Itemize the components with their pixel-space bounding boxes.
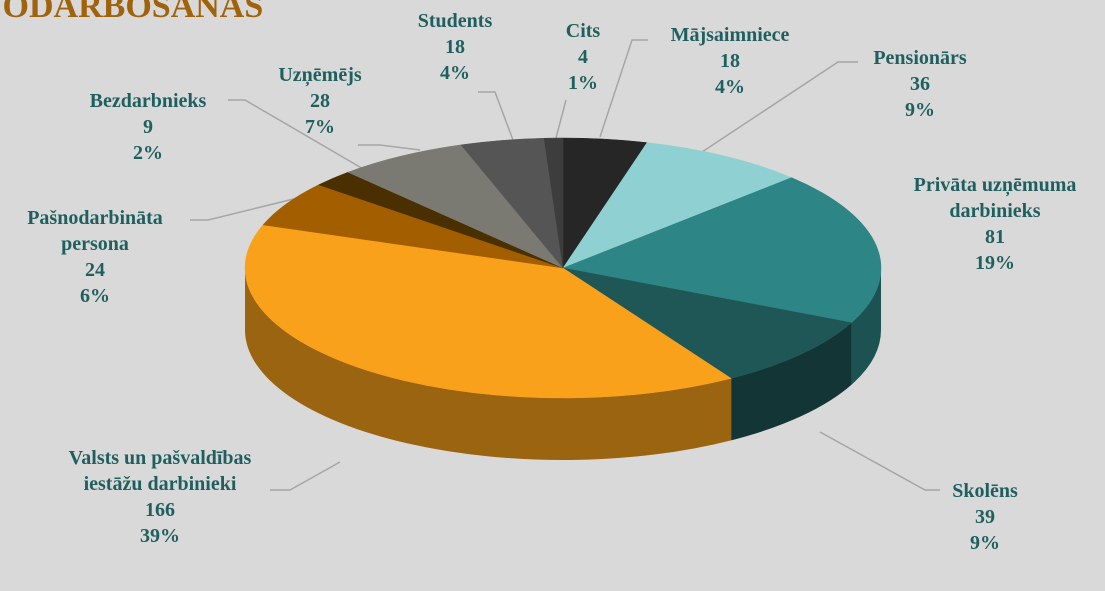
leader-line bbox=[819, 431, 940, 491]
label-category: Valsts un pašvaldības iestāžu darbinieki bbox=[68, 447, 252, 495]
label-category: Bezdarbnieks bbox=[89, 90, 207, 112]
label-value: 81 bbox=[985, 226, 1005, 248]
leader-line bbox=[701, 61, 858, 153]
data-label: Students 18 4% bbox=[418, 8, 492, 86]
data-label: Privāta uzņēmuma darbinieks 81 19% bbox=[890, 172, 1100, 276]
data-label: Bezdarbnieks 9 2% bbox=[90, 88, 207, 166]
slice bbox=[543, 137, 564, 269]
leader-line bbox=[270, 461, 341, 491]
label-percent: 39% bbox=[140, 525, 180, 547]
label-value: 28 bbox=[310, 90, 330, 112]
label-value: 36 bbox=[910, 73, 930, 95]
label-category: Privāta uzņēmuma darbinieks bbox=[913, 174, 1077, 222]
label-category: Uzņēmējs bbox=[278, 64, 362, 86]
label-percent: 7% bbox=[305, 116, 335, 138]
data-label: Uzņēmējs 28 7% bbox=[278, 62, 361, 140]
label-category: Cits bbox=[565, 20, 601, 42]
slice bbox=[562, 177, 882, 323]
slice bbox=[562, 142, 793, 269]
label-category: Students bbox=[417, 10, 493, 32]
label-value: 39 bbox=[975, 506, 995, 528]
label-percent: 2% bbox=[133, 142, 163, 164]
label-percent: 9% bbox=[970, 532, 1000, 554]
label-percent: 6% bbox=[80, 285, 110, 307]
data-label: Valsts un pašvaldības iestāžu darbinieki… bbox=[62, 445, 258, 549]
label-value: 24 bbox=[85, 259, 105, 281]
chart-title: NODARBOŠANĀS bbox=[0, 0, 264, 25]
label-category: Mājsaimniece bbox=[670, 24, 790, 46]
leader-line bbox=[190, 192, 319, 221]
leader-line bbox=[478, 91, 514, 141]
leader-lines bbox=[190, 39, 940, 491]
leader-line bbox=[358, 144, 421, 151]
leader-line bbox=[228, 99, 366, 171]
label-value: 18 bbox=[444, 36, 465, 58]
label-value: 18 bbox=[719, 50, 740, 72]
slice-side bbox=[851, 268, 881, 385]
pie bbox=[244, 137, 882, 460]
data-label: Cits 4 1% bbox=[566, 18, 600, 96]
data-label: Skolēns 39 9% bbox=[952, 478, 1018, 556]
label-value: 9 bbox=[143, 116, 153, 138]
slice bbox=[562, 267, 853, 379]
data-label: Mājsaimniece 18 4% bbox=[671, 22, 790, 100]
label-percent: 4% bbox=[439, 62, 470, 84]
slice-side bbox=[731, 322, 852, 441]
label-percent: 4% bbox=[714, 76, 745, 98]
leader-line bbox=[555, 99, 567, 139]
label-category: Skolēns bbox=[952, 480, 1018, 502]
slice bbox=[244, 224, 732, 399]
label-percent: 9% bbox=[905, 99, 935, 121]
label-percent: 1% bbox=[567, 72, 598, 94]
data-label: Pašnodarbināta persona 24 6% bbox=[5, 205, 185, 309]
label-category: Pensionārs bbox=[873, 47, 967, 69]
label-category: Pašnodarbināta persona bbox=[27, 207, 163, 255]
leader-line bbox=[599, 39, 648, 138]
slice bbox=[347, 144, 564, 269]
label-value: 166 bbox=[145, 499, 175, 521]
data-label: Pensionārs 36 9% bbox=[873, 45, 966, 123]
label-value: 4 bbox=[577, 46, 588, 68]
slice-side bbox=[245, 268, 732, 460]
label-percent: 19% bbox=[975, 252, 1015, 274]
